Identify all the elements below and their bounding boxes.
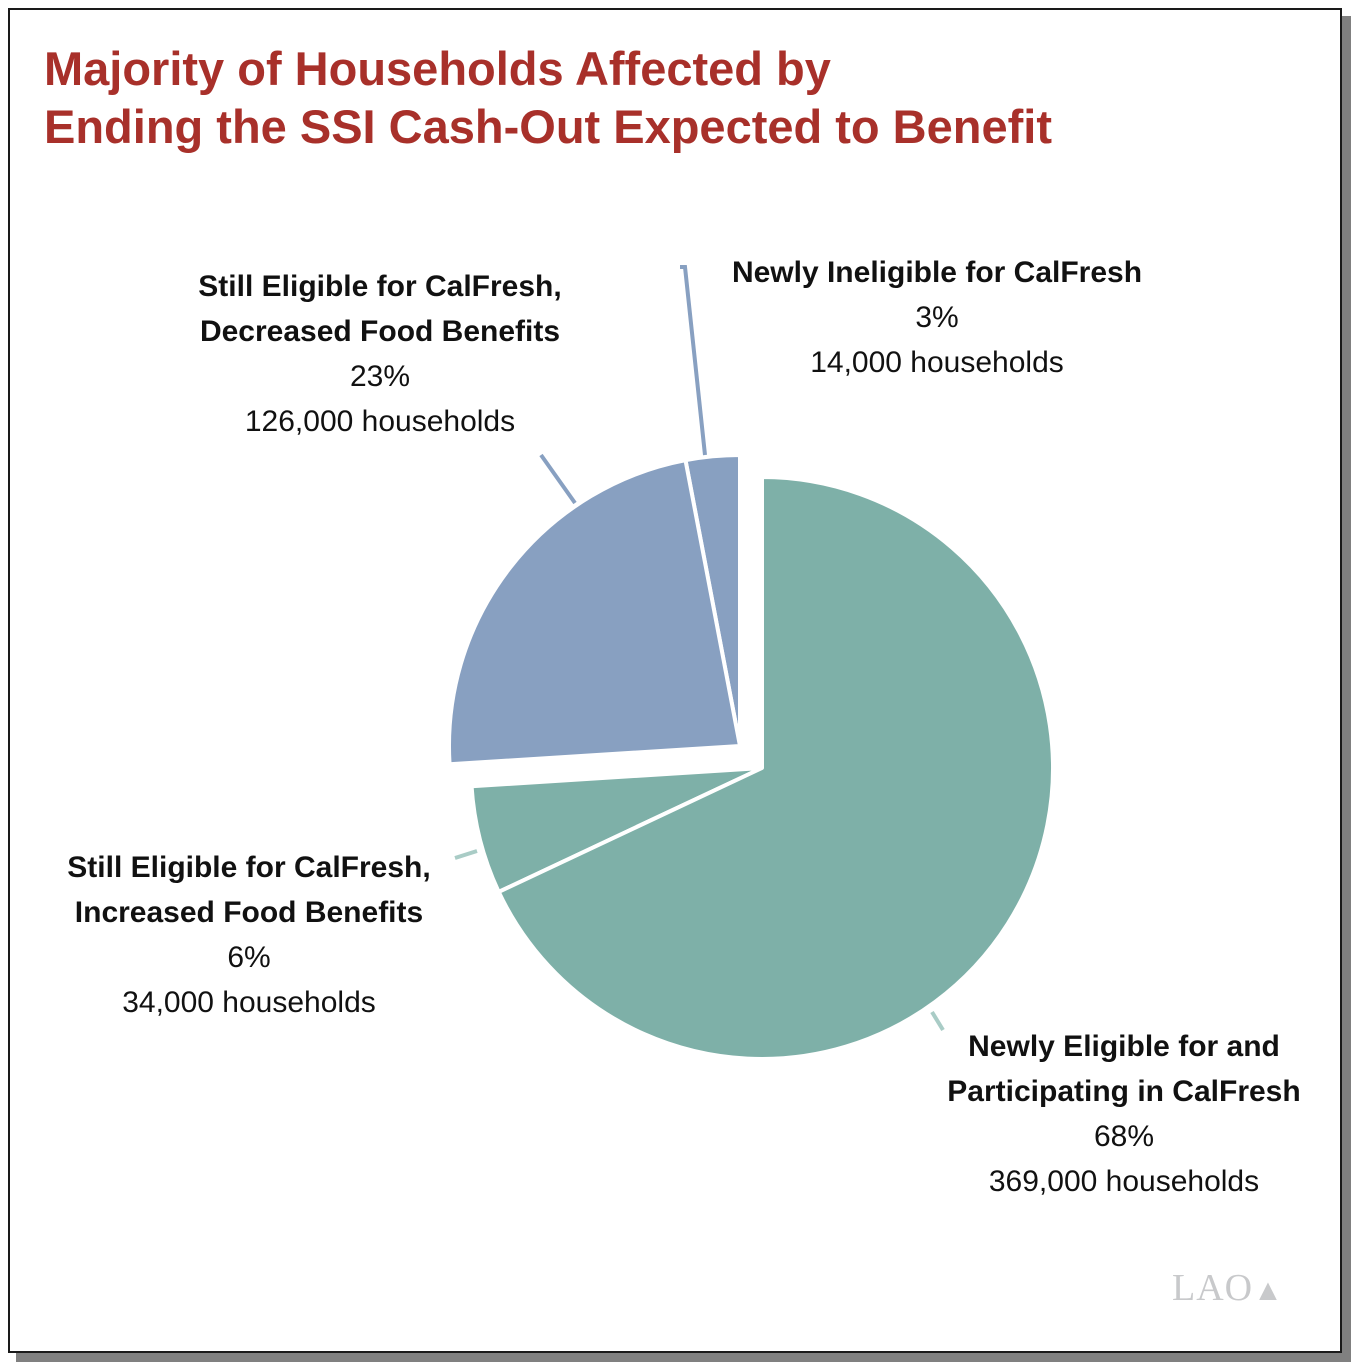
label-participating: Newly Eligible for and Participating in … — [920, 1024, 1328, 1204]
slice-percent: 6% — [227, 941, 271, 974]
slice-percent: 23% — [349, 360, 411, 393]
capitol-dome-icon: ▲ — [1253, 1274, 1284, 1307]
lao-logo: LAO▲ — [1172, 1266, 1284, 1310]
label-ineligible: Newly Ineligible for CalFresh 3% 14,000 … — [697, 250, 1177, 385]
pie-slice-0 — [496, 475, 1055, 1061]
slice-name: Newly Ineligible for CalFresh — [731, 256, 1143, 289]
chart-title: Majority of Households Affected by Endin… — [44, 40, 1052, 156]
slice-households: 369,000 households — [988, 1165, 1260, 1198]
slice-name: Newly Eligible for and — [968, 1030, 1280, 1063]
title-line-2: Ending the SSI Cash-Out Expected to Bene… — [44, 100, 1052, 153]
leader-line-decreased — [539, 453, 577, 505]
slice-name: Increased Food Benefits — [74, 896, 424, 929]
slice-name: Still Eligible for CalFresh, — [198, 270, 562, 303]
slice-name: Participating in CalFresh — [947, 1075, 1301, 1108]
slice-percent: 68% — [1093, 1120, 1155, 1153]
leader-line-ineligible — [680, 265, 707, 456]
slice-households: 14,000 households — [810, 346, 1064, 379]
title-line-1: Majority of Households Affected by — [44, 42, 831, 95]
slice-name: Decreased Food Benefits — [199, 315, 561, 348]
logo-text: LAO — [1172, 1267, 1254, 1309]
pie-slice-2 — [447, 458, 742, 767]
slice-households: 126,000 households — [244, 405, 516, 438]
slice-percent: 3% — [915, 301, 959, 334]
leader-line-participating — [930, 1010, 945, 1032]
slice-name: Still Eligible for CalFresh, — [67, 851, 431, 884]
slice-households: 34,000 households — [122, 986, 376, 1019]
label-decreased: Still Eligible for CalFresh, Decreased F… — [180, 264, 580, 444]
label-increased: Still Eligible for CalFresh, Increased F… — [40, 845, 458, 1025]
leader-line-increased — [454, 849, 478, 860]
